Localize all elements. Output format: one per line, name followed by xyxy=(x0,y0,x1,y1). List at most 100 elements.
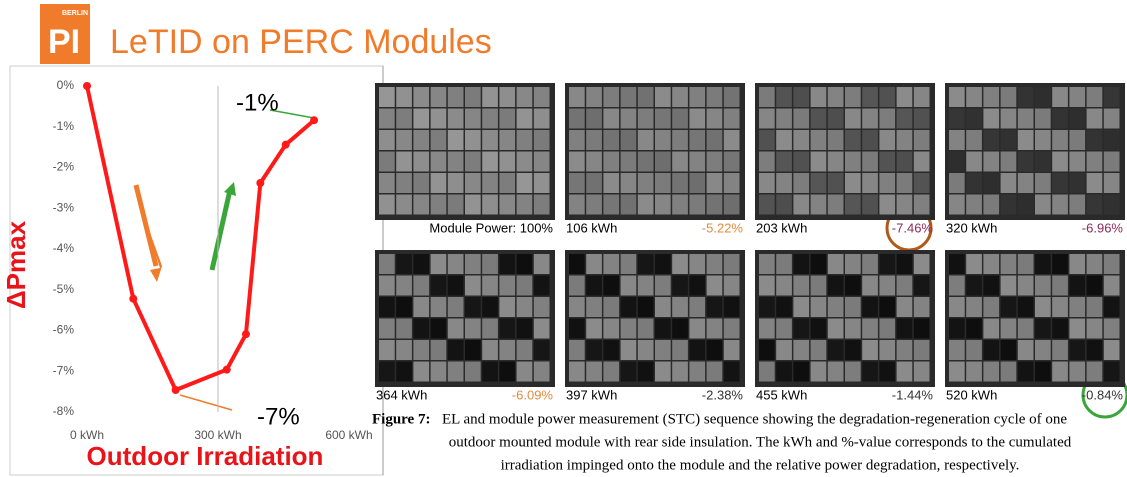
el-cell xyxy=(966,275,982,296)
el-cell xyxy=(776,275,792,296)
el-image xyxy=(565,250,745,387)
el-cell xyxy=(793,194,810,215)
el-cell xyxy=(620,340,637,360)
el-cell xyxy=(879,318,896,339)
el-cell xyxy=(862,361,878,382)
el-cell xyxy=(706,297,723,317)
el-cell xyxy=(586,318,602,339)
el-cell xyxy=(569,297,585,317)
el-cell xyxy=(447,254,464,274)
el-cell xyxy=(533,275,550,296)
data-point xyxy=(241,330,250,339)
el-cell xyxy=(1069,275,1086,296)
el-cell xyxy=(430,173,447,193)
el-cell xyxy=(810,87,827,107)
logo-main: PI xyxy=(48,23,80,61)
el-cell xyxy=(706,254,723,274)
el-cell xyxy=(810,108,827,129)
el-cell xyxy=(447,108,464,129)
el-cell xyxy=(689,194,706,215)
el-cell xyxy=(516,297,533,317)
el-cell xyxy=(620,151,637,172)
y-tick-label: -3% xyxy=(53,200,75,214)
el-cell xyxy=(793,130,810,150)
el-cell xyxy=(569,108,585,129)
el-cell xyxy=(655,361,671,382)
el-cell xyxy=(879,297,896,317)
el-cell xyxy=(879,87,896,107)
el-cell xyxy=(1086,340,1103,360)
el-cell xyxy=(1000,254,1017,274)
el-cell xyxy=(637,173,654,193)
el-cell xyxy=(827,361,844,382)
el-cell xyxy=(949,151,965,172)
el-cell xyxy=(569,151,585,172)
el-cell xyxy=(845,130,861,150)
el-cell xyxy=(827,87,844,107)
el-cell xyxy=(1069,297,1086,317)
el-cell xyxy=(1103,340,1120,360)
el-cell xyxy=(482,130,498,150)
el-cell xyxy=(913,87,930,107)
el-cell xyxy=(983,173,1000,193)
el-cell xyxy=(1017,87,1034,107)
el-cell xyxy=(1086,87,1103,107)
el-cell xyxy=(759,87,775,107)
el-cell xyxy=(379,340,395,360)
el-cell xyxy=(1103,361,1120,382)
el-cell xyxy=(1035,297,1051,317)
el-cell xyxy=(1103,151,1120,172)
panel-label: Module Power: 100% xyxy=(429,220,553,235)
el-cell xyxy=(413,254,430,274)
el-cell xyxy=(1052,108,1068,129)
el-cell xyxy=(620,130,637,150)
el-cell xyxy=(499,297,516,317)
el-cell xyxy=(1035,173,1051,193)
panel-label: 455 kWh xyxy=(756,387,807,402)
el-cell xyxy=(603,173,620,193)
el-cell xyxy=(810,151,827,172)
el-cell xyxy=(603,151,620,172)
el-cell xyxy=(533,130,550,150)
el-cell xyxy=(862,151,878,172)
el-cell xyxy=(620,194,637,215)
el-cell xyxy=(533,194,550,215)
el-cell xyxy=(1103,130,1120,150)
el-cell xyxy=(776,340,792,360)
el-cell xyxy=(896,173,913,193)
el-cell xyxy=(810,361,827,382)
el-cell xyxy=(966,254,982,274)
el-cell xyxy=(723,87,740,107)
el-cell xyxy=(379,275,395,296)
el-cell xyxy=(637,130,654,150)
el-cell xyxy=(845,361,861,382)
el-cell xyxy=(949,173,965,193)
el-cell xyxy=(776,318,792,339)
el-cell xyxy=(516,108,533,129)
el-cell xyxy=(723,297,740,317)
el-cell xyxy=(620,318,637,339)
el-cell xyxy=(949,275,965,296)
el-cell xyxy=(586,130,602,150)
el-cell xyxy=(603,297,620,317)
el-cell xyxy=(1086,130,1103,150)
el-cell xyxy=(379,194,395,215)
panel-label: 520 kWh xyxy=(946,387,997,402)
el-cell xyxy=(1017,297,1034,317)
el-cell xyxy=(966,297,982,317)
el-cell xyxy=(655,87,671,107)
el-cell xyxy=(569,275,585,296)
el-cell xyxy=(913,108,930,129)
el-cell xyxy=(430,130,447,150)
el-image xyxy=(375,250,555,387)
el-cell xyxy=(672,194,688,215)
el-cell xyxy=(793,173,810,193)
el-cell xyxy=(603,340,620,360)
el-cell xyxy=(896,194,913,215)
el-cell xyxy=(1035,108,1051,129)
el-cell xyxy=(396,173,412,193)
y-tick-label: -8% xyxy=(53,404,75,418)
annotation: -7% xyxy=(257,403,300,430)
el-cell xyxy=(1086,275,1103,296)
el-cell xyxy=(447,194,464,215)
